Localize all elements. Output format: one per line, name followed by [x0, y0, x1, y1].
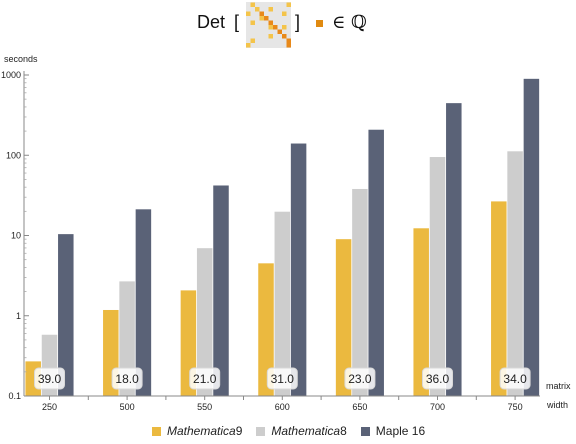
legend-item: Maple 16	[360, 424, 426, 438]
legend-label-italic: Mathematica	[167, 424, 236, 438]
data-label: 31.0	[271, 372, 295, 386]
data-label-box	[111, 367, 143, 390]
matrix-cell	[250, 38, 255, 43]
bar	[368, 129, 384, 397]
data-label-box	[266, 367, 298, 390]
bar	[446, 103, 462, 397]
chart-title: Det [ ] ∈ ℚ	[0, 0, 576, 54]
det-label: Det	[197, 12, 226, 32]
bar	[196, 248, 213, 396]
data-label: 21.0	[193, 372, 217, 386]
orange-square-icon	[316, 20, 323, 27]
y-tick-label: 1	[16, 311, 21, 321]
matrix-cell	[250, 2, 255, 7]
data-label-box	[499, 367, 531, 390]
legend-swatch	[360, 426, 370, 436]
bar	[135, 209, 152, 396]
y-axis-title: seconds	[4, 54, 38, 64]
matrix-cell	[277, 29, 282, 34]
bar	[352, 188, 368, 396]
y-tick-label: 1000	[1, 70, 21, 80]
matrix-cell	[250, 20, 255, 25]
bar	[523, 78, 540, 397]
open-bracket: [	[234, 12, 240, 32]
bar	[413, 228, 429, 396]
data-label-box	[34, 367, 65, 390]
matrix-cell	[264, 16, 269, 21]
data-label: 36.0	[426, 372, 450, 386]
data-label-box	[189, 367, 221, 390]
x-axis-title-line1: matrix	[546, 381, 571, 391]
legend-swatch	[256, 426, 266, 436]
data-label-box	[422, 367, 453, 390]
legend: Mathematica 9 Mathematica 8 Maple 16	[152, 423, 439, 439]
legend-label: 9	[235, 424, 243, 438]
matrix-cell	[259, 16, 264, 21]
y-tick-label: 0.1	[8, 391, 21, 401]
bar	[491, 201, 507, 396]
bar	[507, 151, 523, 396]
legend-label: Maple 16	[375, 424, 426, 438]
x-tick-label: 700	[430, 402, 445, 412]
matrix-cell	[282, 11, 287, 16]
matrix-cell	[286, 43, 291, 48]
matrix-cell	[259, 11, 264, 16]
matrix-cell	[268, 7, 273, 12]
data-label: 23.0	[348, 372, 372, 386]
bar	[335, 239, 352, 396]
data-label: 34.0	[503, 372, 527, 386]
x-axis-title-line2: width	[546, 400, 568, 410]
bar	[258, 263, 274, 396]
bar	[213, 185, 229, 396]
matrix-cell	[286, 38, 291, 43]
legend-swatch	[152, 426, 161, 436]
x-tick-label: 600	[275, 402, 290, 412]
matrix-pattern-icon	[246, 2, 291, 48]
matrix-cell	[282, 25, 287, 30]
matrix-cell	[246, 43, 251, 48]
in-rationals-label: ∈ ℚ	[332, 12, 367, 33]
bar	[119, 281, 135, 396]
matrix-cell	[246, 11, 251, 16]
legend-item: Mathematica 8	[256, 424, 347, 438]
bar	[58, 234, 74, 396]
x-tick-label: 250	[42, 402, 57, 412]
matrix-cell	[273, 25, 278, 30]
matrix-cell	[268, 20, 273, 25]
close-bracket: ]	[295, 12, 301, 32]
y-tick-label: 10	[11, 231, 21, 241]
matrix-cell	[255, 7, 260, 12]
x-tick-label: 750	[508, 402, 523, 412]
x-tick-label: 500	[120, 402, 135, 412]
bar	[290, 143, 307, 396]
bar	[274, 211, 291, 396]
data-label-box	[344, 367, 376, 390]
data-label: 18.0	[115, 372, 139, 386]
y-tick-label: 100	[6, 150, 21, 160]
legend-label-italic: Mathematica	[271, 424, 341, 438]
matrix-cell	[282, 34, 287, 39]
bar	[429, 157, 446, 396]
matrix-cell	[268, 25, 273, 30]
x-tick-label: 550	[197, 402, 212, 412]
legend-item: Mathematica 9	[152, 424, 242, 438]
matrix-cell	[268, 34, 273, 39]
matrix-cell	[286, 2, 291, 7]
legend-label: 8	[340, 424, 347, 438]
data-label: 39.0	[38, 372, 62, 386]
x-tick-label: 650	[352, 402, 367, 412]
